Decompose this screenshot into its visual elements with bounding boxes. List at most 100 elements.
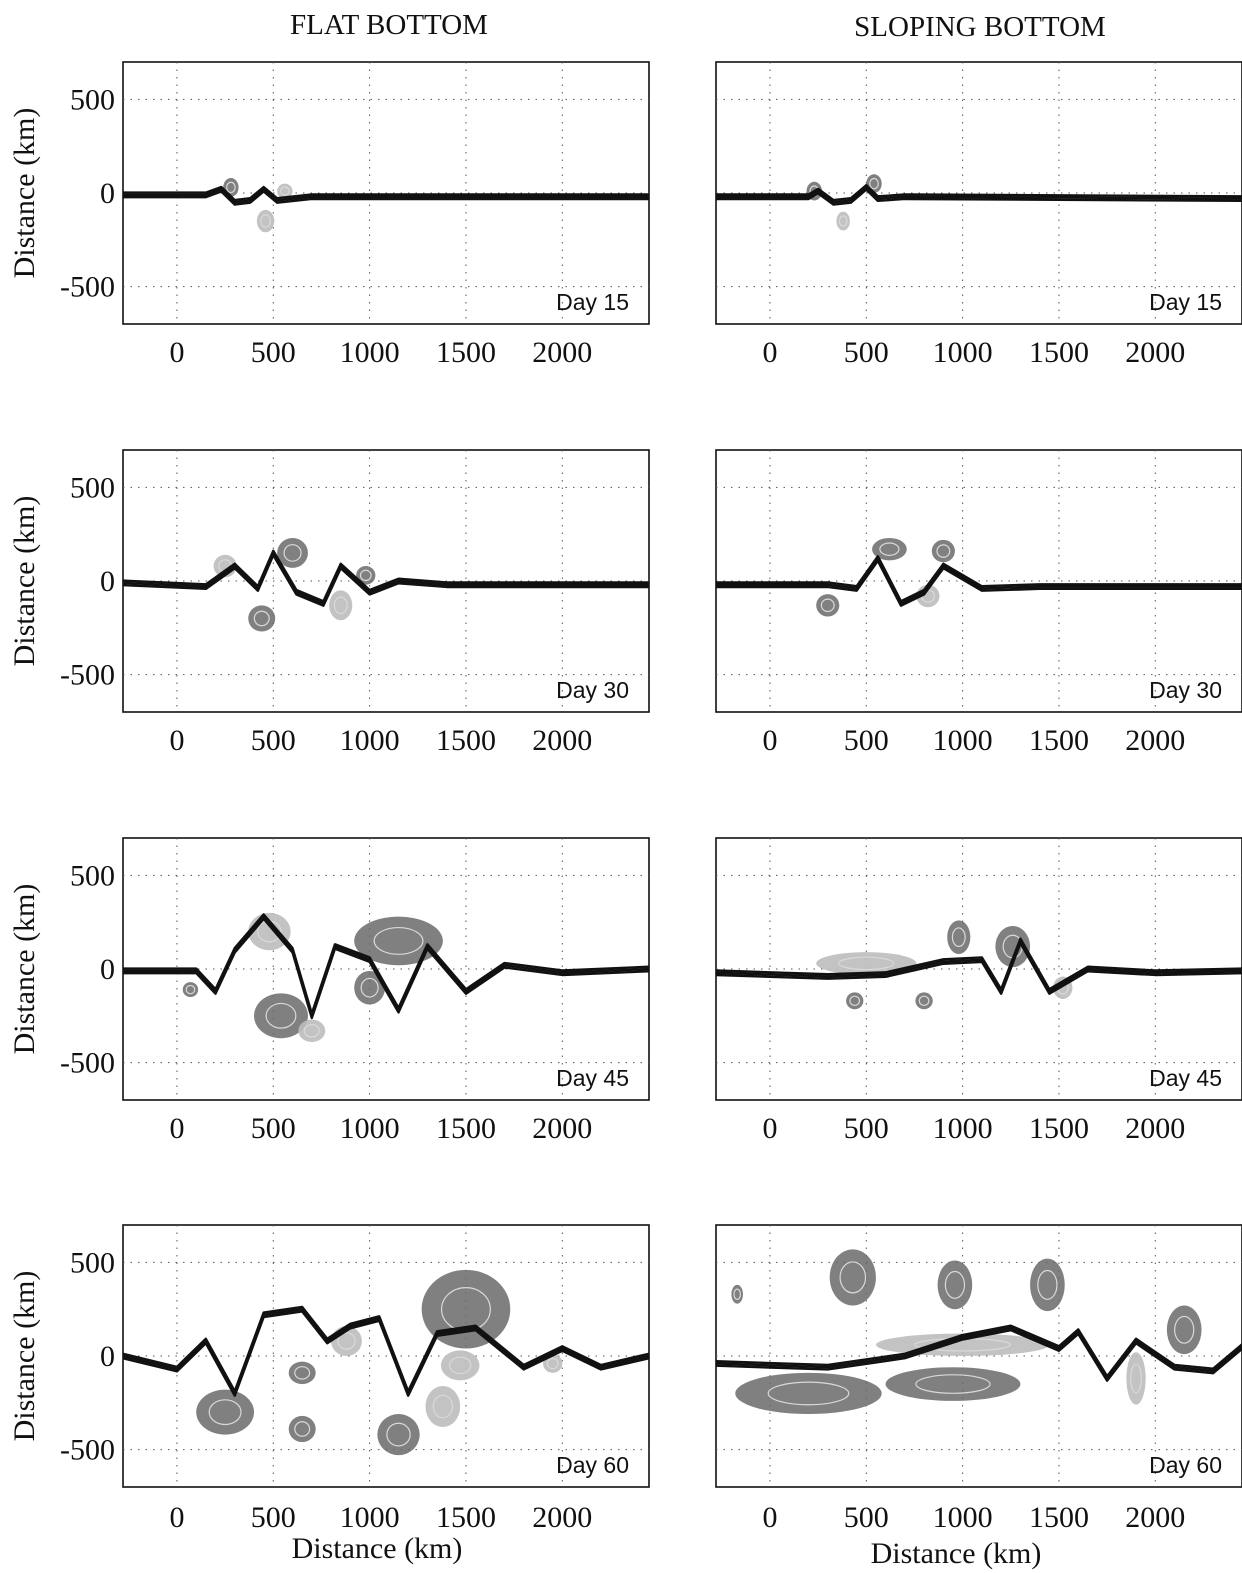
day-annotation: Day 45 <box>1149 1065 1222 1091</box>
front-contour-2 <box>716 557 1242 605</box>
front-contour-3 <box>716 937 1242 991</box>
x-tick-label: 0 <box>169 1112 184 1145</box>
day-annotation: Day 60 <box>1149 1452 1222 1478</box>
plot-area <box>716 838 1242 1100</box>
eddy-positive <box>731 1284 743 1304</box>
eddy-positive <box>377 1414 420 1456</box>
y-tick-label: 500 <box>70 859 115 892</box>
eddy-positive <box>196 1389 255 1435</box>
x-tick-label: 2000 <box>532 336 592 369</box>
front-contour-3 <box>123 549 649 603</box>
panel-flat-2: 0 500 1000 1500 2000 500 0 -500 Distance (km) Day… <box>8 449 650 757</box>
x-tick-label: 2000 <box>532 1112 592 1145</box>
y-tick-label: -500 <box>60 1047 115 1080</box>
eddy-negative <box>425 1385 461 1428</box>
day-annotation: Day 45 <box>556 1065 629 1091</box>
eddy-positive <box>947 920 971 955</box>
eddy-inner-contour <box>226 181 236 194</box>
front-contour-1 <box>716 1328 1242 1382</box>
day-annotation: Day 30 <box>556 677 629 703</box>
eddy-inner-contour <box>820 598 835 613</box>
y-tick-label: 0 <box>100 177 115 210</box>
eddy-positive <box>354 970 386 1005</box>
eddy-inner-contour <box>1174 1315 1195 1344</box>
x-tick-label: 1000 <box>933 336 993 369</box>
eddy-positive <box>421 1269 511 1349</box>
x-axis-label-right: Distance (km) <box>871 1537 1042 1570</box>
front-contour-3 <box>123 185 649 202</box>
eddy-negative <box>329 590 353 621</box>
eddy-negative <box>836 211 850 231</box>
plot-area <box>716 450 1242 712</box>
eddy-positive <box>1030 1258 1065 1312</box>
eddy-inner-contour <box>951 927 966 948</box>
eddy-negative <box>298 1019 326 1042</box>
front-contour-2 <box>716 186 1242 204</box>
x-tick-label: 0 <box>762 336 777 369</box>
eddy-inner-contour <box>733 1288 741 1300</box>
front-contour-2 <box>123 188 649 204</box>
eddy-inner-contour <box>185 984 196 995</box>
panel-flat-3: 0 500 1000 1500 2000 500 0 -500 Distance (km) Day… <box>8 837 650 1145</box>
x-tick-label: 1000 <box>340 1501 400 1534</box>
plot-area <box>716 1225 1242 1487</box>
panel-sloping-1: 0 500 1000 1500 2000 Day 15 <box>715 61 1242 369</box>
eddy-inner-contour <box>373 926 424 955</box>
eddy-inner-contour <box>879 542 900 556</box>
panel-flat-4: 0 500 1000 1500 2000 500 0 -500 Distance (km) Day… <box>8 1224 650 1534</box>
eddy-inner-contour <box>283 544 302 562</box>
eddy-inner-contour <box>265 1002 297 1029</box>
eddy-inner-contour <box>915 1374 991 1394</box>
day-annotation: Day 15 <box>556 289 629 315</box>
eddy-positive <box>816 594 840 617</box>
panel-sloping-4: 0 500 1000 1500 2000 Day 60 <box>715 1224 1242 1534</box>
plot-area <box>123 450 649 712</box>
eddy-negative <box>816 952 917 975</box>
x-tick-label: 1500 <box>1029 724 1089 757</box>
x-tick-label: 2000 <box>1125 1112 1185 1145</box>
x-tick-label: 500 <box>844 1501 889 1534</box>
eddy-positive <box>915 992 933 1010</box>
eddy-negative <box>440 1350 480 1381</box>
x-tick-label: 0 <box>169 1501 184 1534</box>
y-axis-label: Distance (km) <box>8 108 41 279</box>
x-axis-label-left: Distance (km) <box>292 1532 463 1565</box>
eddy-positive <box>1166 1305 1202 1355</box>
eddy-negative <box>1126 1352 1146 1405</box>
x-tick-label: 0 <box>762 1112 777 1145</box>
eddy-inner-contour <box>303 1023 320 1038</box>
eddy-positive <box>288 1361 316 1385</box>
x-tick-label: 1500 <box>436 1501 496 1534</box>
x-tick-label: 500 <box>251 1501 296 1534</box>
eddy-inner-contour <box>918 995 930 1007</box>
y-tick-label: -500 <box>60 271 115 304</box>
x-tick-label: 2000 <box>1125 724 1185 757</box>
day-annotation: Day 60 <box>556 1452 629 1478</box>
eddy-inner-contour <box>294 1366 311 1380</box>
panel-flat-1: 0 500 1000 1500 2000 500 0 -500 Distance (km) Day… <box>8 61 650 369</box>
x-tick-label: 1500 <box>436 724 496 757</box>
panel-sloping-3: 0 500 1000 1500 2000 Day 45 <box>715 837 1242 1145</box>
x-tick-label: 1000 <box>340 724 400 757</box>
x-tick-label: 1000 <box>933 1112 993 1145</box>
front-contour-1 <box>123 553 649 607</box>
x-tick-label: 1500 <box>1029 336 1089 369</box>
plot-area <box>123 838 649 1100</box>
x-tick-label: 0 <box>762 724 777 757</box>
eddy-positive <box>829 1249 876 1306</box>
eddy-negative <box>277 183 293 199</box>
plot-area <box>716 62 1242 324</box>
plot-area <box>123 62 649 324</box>
x-tick-label: 1000 <box>933 724 993 757</box>
eddy-positive <box>254 993 308 1039</box>
y-tick-label: 500 <box>70 83 115 116</box>
eddy-inner-contour <box>337 1332 356 1350</box>
x-tick-label: 2000 <box>532 1501 592 1534</box>
y-tick-label: 0 <box>100 1340 115 1373</box>
front-contour-3 <box>716 555 1242 603</box>
day-annotation: Day 15 <box>1149 289 1222 315</box>
eddy-inner-contour <box>849 995 861 1007</box>
eddy-positive <box>931 539 955 563</box>
front-contour-1 <box>716 188 1242 206</box>
x-tick-label: 1000 <box>340 336 400 369</box>
